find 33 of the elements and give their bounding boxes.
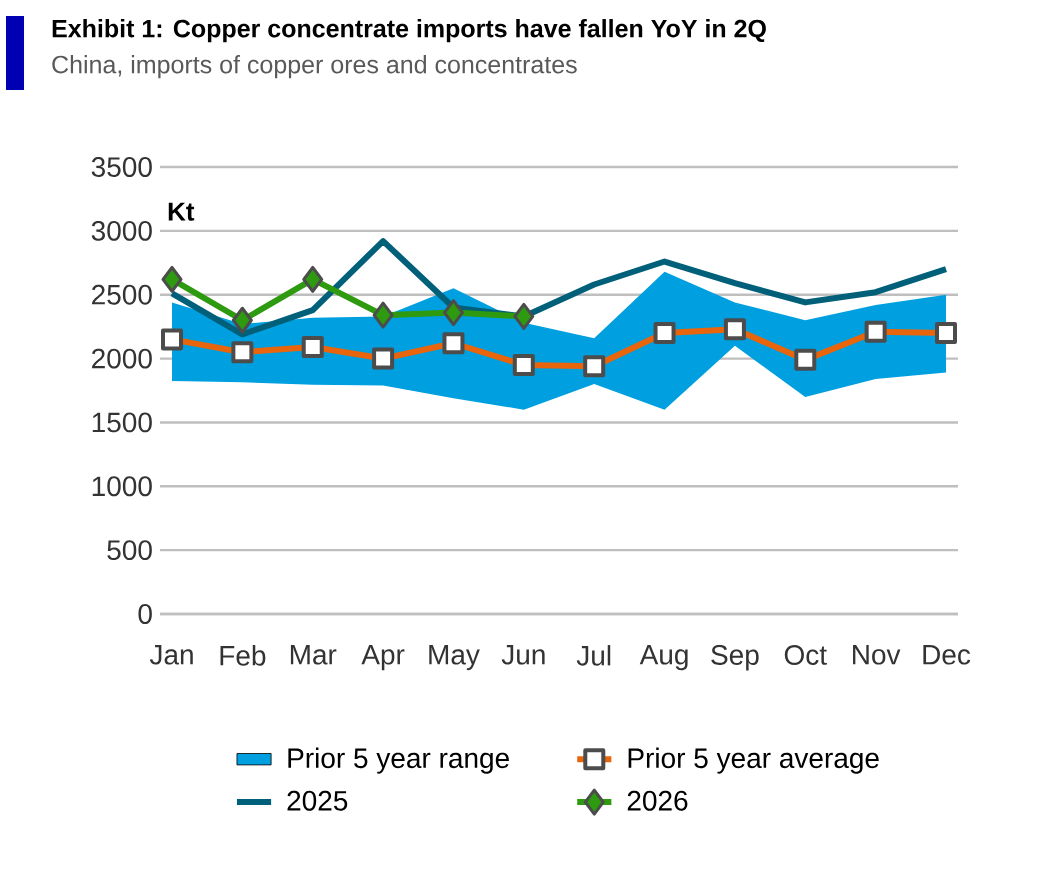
y-tick-label: 3000 xyxy=(91,220,152,241)
x-tick-label: Mar xyxy=(290,645,337,665)
x-tick-label: Apr xyxy=(361,645,405,671)
point xyxy=(231,306,253,334)
legend-label: Prior 5 year average xyxy=(628,747,879,774)
x-tick-label: Feb xyxy=(220,645,266,666)
y-tick-label: 0 xyxy=(138,604,152,624)
x-tick-label: Aug xyxy=(639,645,688,671)
legend-label: 2026 xyxy=(627,790,688,811)
y-tick-label: 500 xyxy=(107,540,152,561)
y-axis-title: Kt xyxy=(168,202,195,221)
legend-label: Prior 5 year range xyxy=(288,747,509,774)
y-tick-label: 1500 xyxy=(92,412,152,433)
y-tick-label: 1000 xyxy=(92,476,152,497)
y-tick-label: 3500 xyxy=(91,157,152,177)
legend-label: 2025 xyxy=(287,790,348,811)
y-tick-label: 2000 xyxy=(92,348,152,369)
x-tick-label: Jan xyxy=(149,645,193,665)
x-tick-label: Sep xyxy=(711,645,759,671)
chart-title: Exhibit 1: Copper concentrate imports have fallen YoY in 2Q xyxy=(52,19,766,43)
point xyxy=(302,265,324,293)
chart-subtitle: China, imports of copper ores and concentrates xyxy=(52,55,577,79)
x-tick-label: Jun xyxy=(501,645,545,665)
x-tick-label: May xyxy=(429,645,480,671)
point xyxy=(161,265,183,293)
x-tick-label: Oct xyxy=(784,645,827,665)
x-tick-label: Nov xyxy=(853,645,901,665)
point xyxy=(513,302,535,330)
x-tick-label: Dec xyxy=(923,645,971,665)
x-tick-label: Jul xyxy=(576,645,611,666)
y-tick-label: 2500 xyxy=(92,284,152,305)
point xyxy=(442,299,464,327)
point xyxy=(372,301,394,329)
